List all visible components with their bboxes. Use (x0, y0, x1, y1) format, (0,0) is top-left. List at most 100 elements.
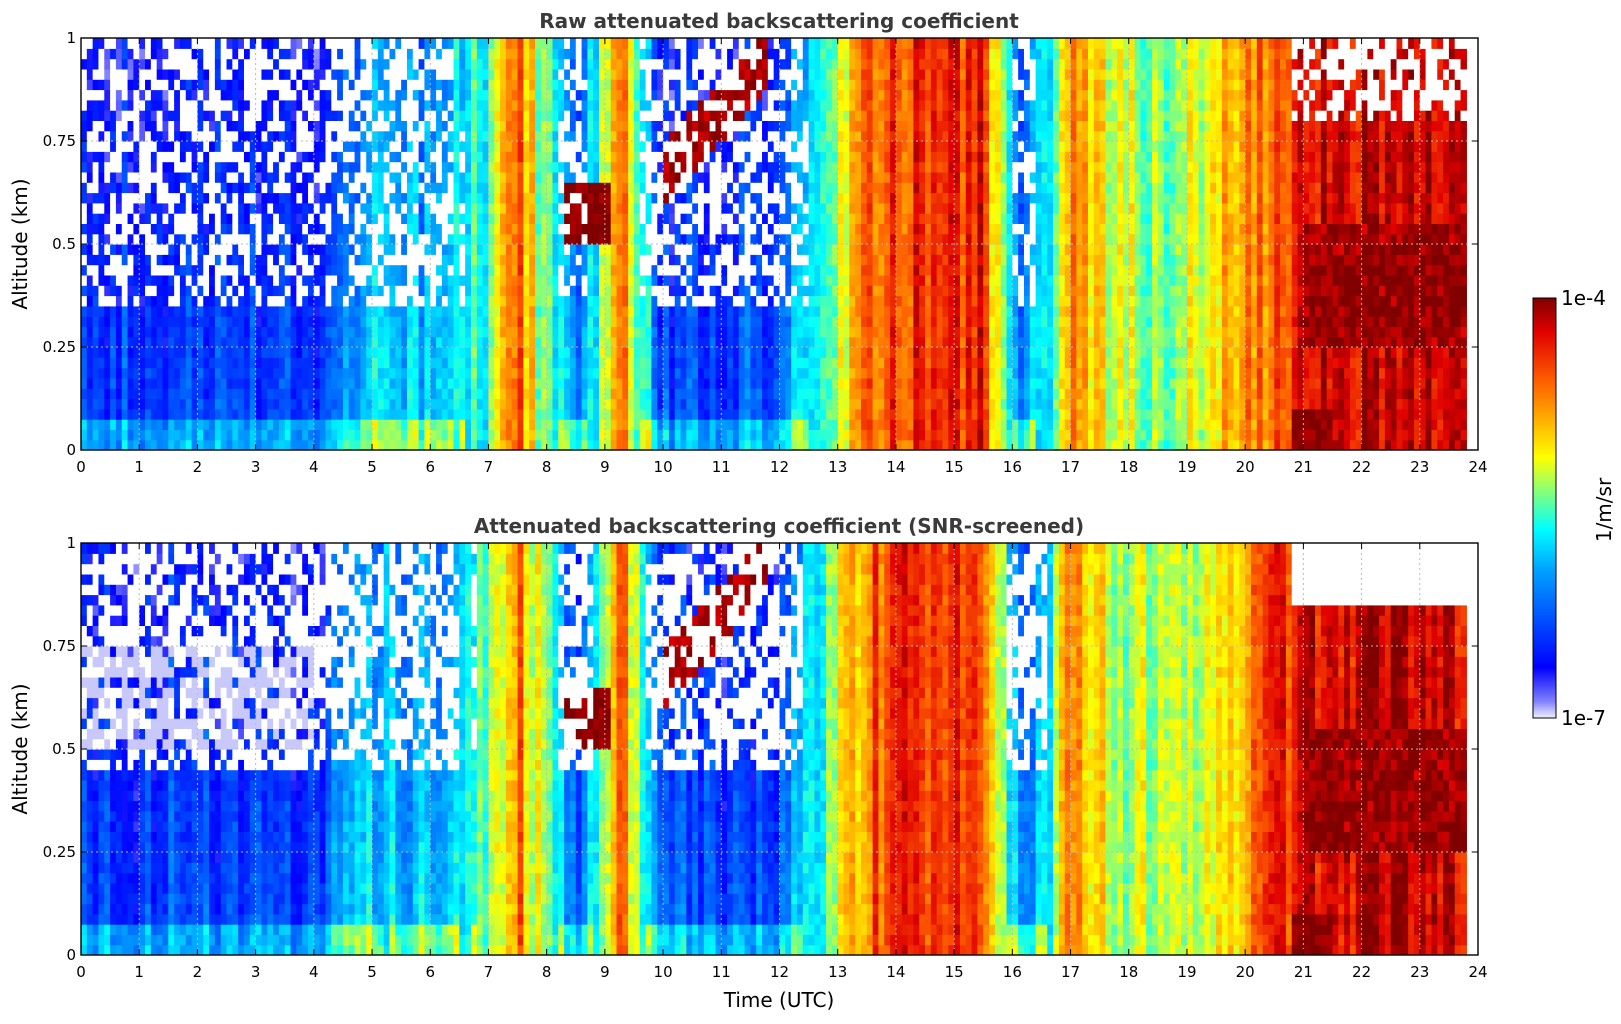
heatmap-cell (628, 336, 635, 348)
heatmap-cell (529, 89, 536, 101)
heatmap-cell (552, 398, 559, 410)
heatmap-cell (296, 305, 303, 317)
heatmap-cell (482, 388, 490, 400)
heatmap-cell (337, 171, 344, 183)
heatmap-cell (459, 192, 466, 204)
heatmap-cell (430, 285, 437, 297)
heatmap-cell (796, 429, 804, 441)
heatmap-cell (424, 99, 431, 111)
heatmap-cell (529, 274, 536, 286)
heatmap-cell (319, 48, 327, 60)
heatmap-cell (179, 120, 187, 132)
heatmap-cell (599, 110, 606, 121)
heatmap-cell (110, 89, 117, 101)
heatmap-cell (494, 110, 501, 121)
heatmap-cell (564, 68, 571, 80)
heatmap-cell (552, 58, 559, 70)
heatmap-cell (558, 326, 565, 338)
heatmap-cell (389, 202, 396, 214)
heatmap-cell (406, 419, 414, 430)
heatmap-cell (249, 110, 257, 121)
heatmap-cell (767, 367, 775, 379)
heatmap-cell (243, 38, 251, 49)
heatmap-cell (686, 367, 693, 379)
heatmap-cell (727, 99, 734, 111)
heatmap-cell (406, 347, 414, 358)
heatmap-cell (401, 141, 408, 152)
heatmap-cell (436, 202, 443, 214)
heatmap-cell (302, 120, 309, 132)
heatmap-cell (313, 120, 321, 132)
heatmap-cell (377, 171, 385, 183)
heatmap-cell (447, 130, 455, 142)
heatmap-cell (104, 213, 111, 224)
heatmap-cell (709, 264, 717, 276)
heatmap-cell (732, 419, 740, 430)
heatmap-cell (424, 347, 431, 358)
heatmap-cell (115, 316, 123, 327)
heatmap-cell (290, 161, 297, 173)
heatmap-cell (168, 336, 175, 348)
heatmap-cell (209, 171, 216, 183)
heatmap-cell (436, 357, 443, 369)
heatmap-cell (465, 367, 472, 379)
heatmap-cell (604, 274, 612, 286)
heatmap-cell (721, 110, 728, 121)
heatmap-cell (604, 38, 612, 49)
heatmap-cell (732, 79, 740, 91)
heatmap-cell (145, 48, 152, 60)
heatmap-cell (628, 326, 635, 338)
heatmap-cell (651, 429, 658, 441)
heatmap-cell (273, 213, 280, 224)
heatmap-cell (610, 130, 618, 142)
heatmap-cell (418, 254, 426, 266)
heatmap-cell (278, 38, 286, 49)
heatmap-cell (546, 48, 554, 60)
heatmap-cell (575, 99, 583, 111)
heatmap-cell (133, 254, 140, 266)
heatmap-cell (744, 202, 751, 214)
heatmap-cell (261, 89, 268, 101)
heatmap-cell (651, 192, 658, 204)
heatmap-cell (284, 192, 292, 204)
heatmap-cell (406, 192, 414, 204)
heatmap-cell (663, 171, 670, 183)
heatmap-cell (98, 357, 105, 369)
heatmap-cell (261, 151, 268, 163)
heatmap-cell (535, 79, 542, 91)
heatmap-cell (395, 130, 402, 142)
heatmap-cell (389, 305, 396, 317)
heatmap-cell (325, 79, 332, 91)
heatmap-cell (674, 326, 682, 338)
heatmap-cell (587, 336, 594, 348)
heatmap-cell (139, 285, 146, 297)
heatmap-cell (383, 254, 391, 266)
heatmap-cell (337, 79, 344, 91)
heatmap-cell (424, 141, 431, 152)
heatmap-cell (715, 68, 722, 80)
heatmap-cell (115, 285, 123, 297)
heatmap-cell (389, 68, 396, 80)
heatmap-cell (377, 233, 385, 245)
heatmap-cell (791, 233, 798, 245)
heatmap-cell (581, 89, 589, 101)
heatmap-cell (261, 388, 268, 400)
heatmap-cell (366, 141, 373, 152)
heatmap-cell (447, 202, 455, 214)
heatmap-cell (622, 48, 629, 60)
heatmap-cell (191, 110, 199, 121)
heatmap-cell (762, 38, 769, 49)
heatmap-cell (342, 223, 350, 235)
heatmap-cell (203, 161, 210, 173)
heatmap-cell (622, 295, 629, 307)
heatmap-cell (354, 110, 361, 121)
heatmap-cell (337, 58, 344, 70)
heatmap-cell (587, 244, 594, 255)
heatmap-cell (430, 244, 437, 255)
heatmap-cell (639, 192, 647, 204)
heatmap-cell (674, 439, 682, 450)
heatmap-cell (372, 326, 379, 338)
heatmap-cell (465, 244, 472, 255)
heatmap-cell (354, 326, 361, 338)
heatmap-cell (98, 202, 105, 214)
